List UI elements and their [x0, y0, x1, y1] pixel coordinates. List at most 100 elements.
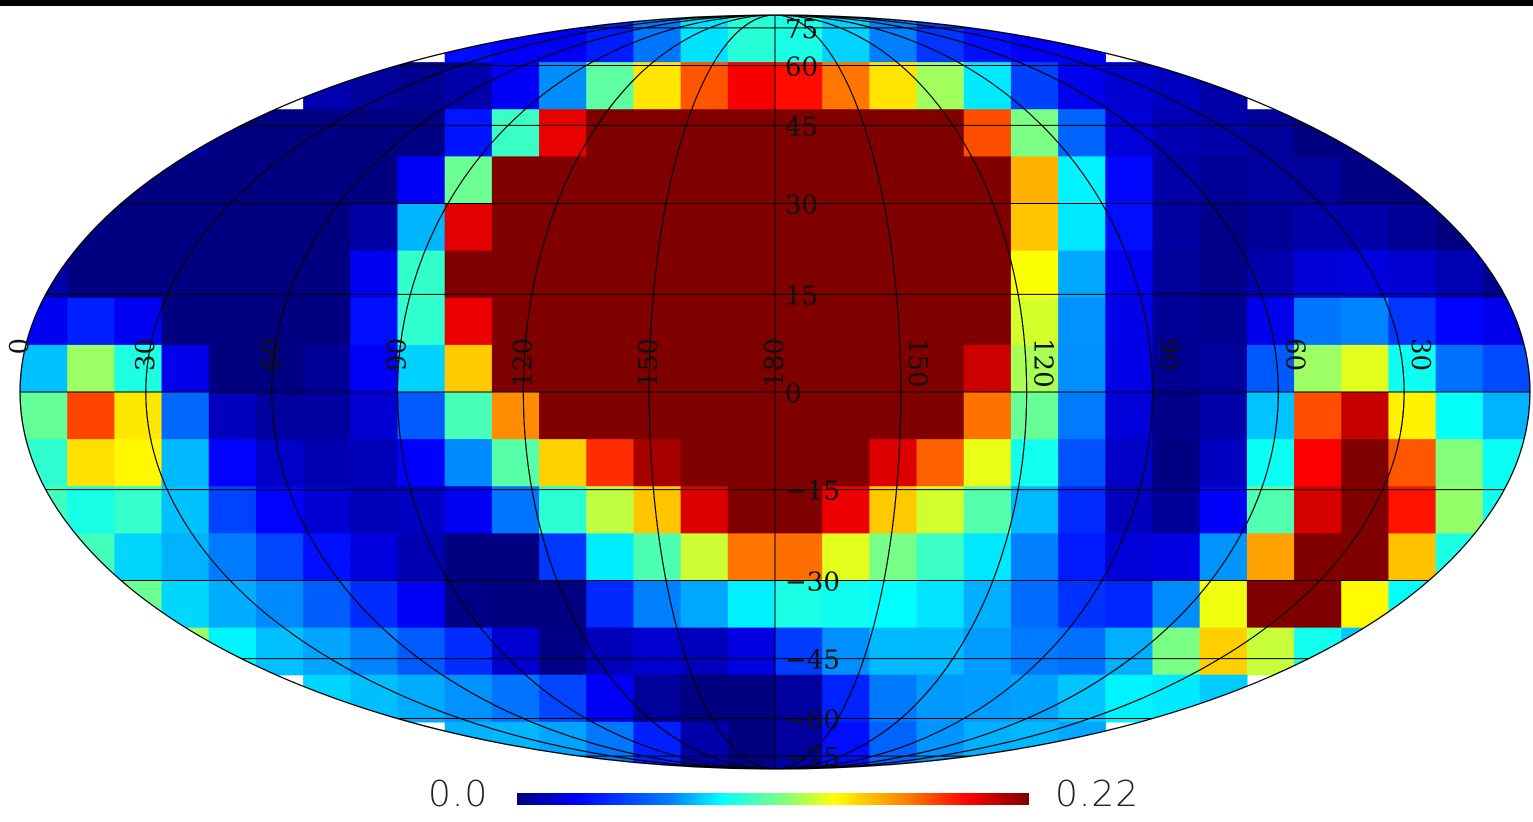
heat-tile [350, 580, 399, 629]
heat-tile [633, 533, 682, 582]
heat-tile [350, 627, 399, 676]
heat-tile [1246, 486, 1295, 534]
heat-tile [350, 392, 399, 440]
heat-tile [303, 62, 351, 110]
heat-tile [1152, 344, 1201, 393]
heat-tile [1435, 250, 1484, 299]
heat-tile [1294, 627, 1342, 676]
heat-tile [1058, 674, 1106, 723]
heat-tile [303, 627, 351, 676]
heat-tile [397, 486, 446, 534]
heat-tile [491, 109, 540, 157]
heat-tile [1294, 156, 1342, 205]
heat-tile [303, 156, 351, 205]
heat-tile [1152, 109, 1201, 157]
heat-tile [1294, 580, 1342, 629]
heat-tile [1152, 203, 1201, 252]
heat-tile [1105, 392, 1154, 440]
heat-tile [916, 627, 965, 676]
heat-tile [491, 580, 540, 629]
heat-tile [775, 156, 823, 205]
heat-tile [1435, 392, 1484, 440]
heat-tile [1294, 392, 1342, 440]
heat-tile [1010, 533, 1059, 582]
heat-tile [1341, 627, 1390, 676]
latitude-label: −15 [785, 477, 840, 507]
heat-tile [1482, 439, 1530, 487]
heat-tile [491, 392, 540, 440]
heat-tile [303, 439, 351, 487]
heat-tile [633, 580, 682, 629]
heat-tile [1105, 203, 1154, 252]
heat-tile [303, 109, 351, 157]
heat-tile [869, 392, 918, 440]
heat-tile [1010, 392, 1059, 440]
heat-tile [1246, 156, 1295, 205]
heat-tile [397, 344, 446, 393]
heat-tile [491, 203, 540, 252]
heat-tile [963, 203, 1012, 252]
heat-tile [727, 674, 776, 723]
heat-tile [775, 721, 823, 769]
latitude-label: 0 [785, 379, 802, 409]
heat-tile [963, 250, 1012, 299]
heat-tile [1341, 392, 1390, 440]
heat-tile [727, 439, 776, 487]
heat-tile [633, 392, 682, 440]
heat-tile [633, 627, 682, 676]
heat-tile [255, 203, 304, 252]
heat-tile [397, 297, 446, 346]
heat-tile [161, 439, 210, 487]
longitude-label: 30 [1405, 338, 1435, 371]
latitude-label: −30 [785, 568, 840, 598]
heat-tile [822, 250, 870, 299]
heat-tile [1010, 580, 1059, 629]
heat-tile [350, 62, 399, 110]
heat-tile [1246, 344, 1295, 393]
heat-tile [67, 250, 115, 299]
heat-tile [822, 580, 870, 629]
heat-tile [1294, 297, 1342, 346]
heat-tile [350, 250, 399, 299]
heat-tile [1341, 156, 1390, 205]
heat-tile [208, 156, 257, 205]
heat-tile [1058, 156, 1106, 205]
heat-tile [586, 627, 635, 676]
heat-tile [161, 627, 210, 676]
heat-tile [633, 344, 682, 393]
heat-tile [1058, 62, 1106, 110]
latitude-label: 30 [785, 191, 818, 221]
heat-tile [1341, 344, 1390, 393]
heat-tile [1105, 627, 1154, 676]
heat-tile [727, 297, 776, 346]
heat-tile [444, 297, 493, 346]
heat-tile [255, 250, 304, 299]
heat-tile [350, 439, 399, 487]
heat-tile [727, 533, 776, 582]
heat-tile [1058, 580, 1106, 629]
heat-tile [208, 580, 257, 629]
colorbar-gradient [517, 793, 1029, 805]
heat-tile [963, 674, 1012, 723]
heat-tile [1482, 392, 1530, 440]
heat-tile [255, 486, 304, 534]
heat-tile [491, 156, 540, 205]
heat-tile [822, 109, 870, 157]
heat-tile [539, 439, 587, 487]
heat-tile [114, 250, 163, 299]
heat-tile [444, 392, 493, 440]
heat-tile [1010, 439, 1059, 487]
heat-tile [727, 580, 776, 629]
heat-tile [255, 392, 304, 440]
heat-tile [255, 156, 304, 205]
heat-tile [1199, 439, 1248, 487]
heat-tile [1388, 297, 1437, 346]
heat-tile [1199, 580, 1248, 629]
heat-tile [727, 15, 776, 63]
heat-tile [1246, 439, 1295, 487]
heat-tile [161, 109, 210, 157]
heat-tile [916, 580, 965, 629]
heat-tile [491, 297, 540, 346]
heat-tile [963, 297, 1012, 346]
